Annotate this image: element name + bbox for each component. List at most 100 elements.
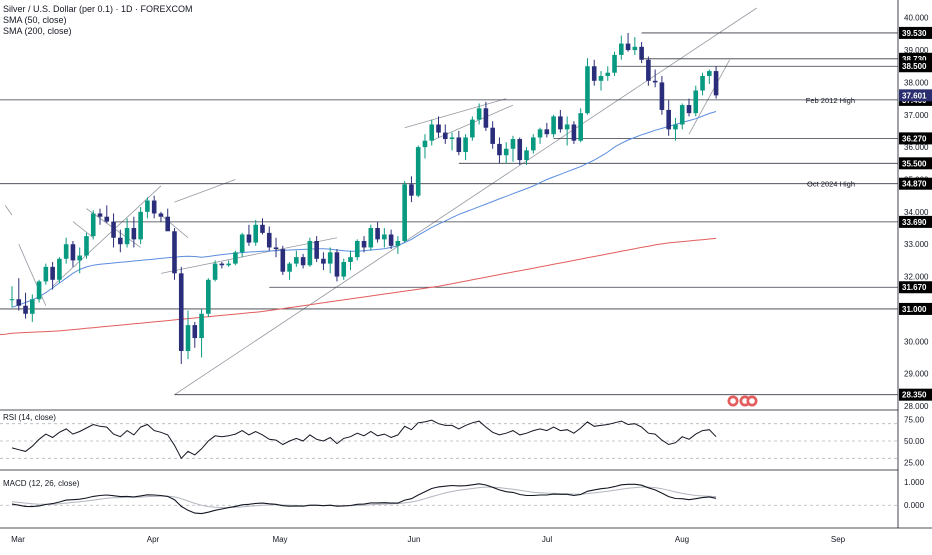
candle-body[interactable] (307, 240, 313, 266)
candle-body[interactable] (442, 132, 448, 140)
candle-body[interactable] (341, 262, 347, 277)
candle-body[interactable] (192, 325, 198, 339)
candle-body[interactable] (90, 213, 96, 237)
candle-body[interactable] (361, 240, 367, 248)
sma200-legend[interactable]: SMA (200, close) (3, 26, 72, 36)
candle-body[interactable] (206, 279, 211, 314)
candle-body[interactable] (578, 113, 583, 141)
candle-body[interactable] (151, 200, 157, 214)
candle-body[interactable] (36, 281, 42, 300)
candle-body[interactable] (551, 116, 556, 135)
candle-body[interactable] (77, 255, 82, 261)
sma50-legend[interactable]: SMA (50, close) (3, 15, 67, 25)
trendline[interactable] (52, 185, 162, 287)
candle-body[interactable] (199, 313, 204, 339)
candle-body[interactable] (30, 299, 35, 314)
candle-body[interactable] (70, 244, 76, 261)
candle-body[interactable] (388, 234, 394, 246)
candle-body[interactable] (619, 43, 624, 55)
candle-body[interactable] (490, 127, 495, 144)
candle-body[interactable] (409, 184, 414, 196)
candle-body[interactable] (118, 237, 123, 245)
candle-body[interactable] (300, 257, 306, 266)
candle-body[interactable] (395, 240, 401, 246)
candle-body[interactable] (23, 305, 28, 314)
candle-body[interactable] (659, 82, 665, 110)
candle-body[interactable] (530, 137, 536, 151)
candle-body[interactable] (382, 234, 387, 240)
candle-body[interactable] (558, 116, 563, 130)
candle-body[interactable] (625, 43, 631, 51)
trendline[interactable] (174, 7, 757, 396)
candle-body[interactable] (564, 124, 570, 130)
candle-body[interactable] (9, 299, 15, 301)
candle-body[interactable] (111, 221, 116, 238)
candle-body[interactable] (571, 124, 577, 141)
candle-body[interactable] (327, 252, 333, 264)
candle-body[interactable] (693, 90, 699, 114)
candle-body[interactable] (436, 124, 441, 133)
trendline[interactable] (4, 205, 13, 216)
candle-body[interactable] (612, 54, 617, 73)
candle-body[interactable] (266, 232, 272, 248)
trendline[interactable] (688, 59, 730, 135)
candle-body[interactable] (524, 150, 529, 161)
candle-body[interactable] (246, 234, 252, 243)
event-icons[interactable] (727, 395, 758, 407)
candle-body[interactable] (666, 109, 671, 130)
candle-body[interactable] (334, 252, 340, 277)
candle-body[interactable] (219, 263, 225, 266)
candle-body[interactable] (63, 244, 69, 259)
candle-body[interactable] (43, 266, 49, 282)
candle-body[interactable] (483, 108, 489, 128)
candle-body[interactable] (646, 59, 651, 81)
candle-body[interactable] (517, 139, 523, 161)
candle-body[interactable] (456, 137, 462, 152)
candle-body[interactable] (429, 124, 435, 141)
candle-body[interactable] (314, 240, 319, 259)
trendline[interactable] (174, 179, 236, 203)
sma-200-line[interactable] (0, 237, 717, 338)
candle-body[interactable] (348, 257, 353, 263)
candle-body[interactable] (280, 249, 286, 272)
candle-body[interactable] (497, 143, 502, 156)
candle-body[interactable] (402, 184, 407, 241)
candle-body[interactable] (253, 224, 259, 243)
candle-body[interactable] (104, 216, 110, 222)
macd-line[interactable] (11, 483, 717, 515)
candle-body[interactable] (598, 75, 604, 81)
candle-body[interactable] (415, 147, 421, 196)
candle-body[interactable] (57, 258, 62, 280)
trendline[interactable] (404, 98, 507, 129)
rsi-line[interactable] (11, 419, 717, 460)
candle-body[interactable] (544, 129, 550, 135)
candle-body[interactable] (503, 148, 509, 156)
candle-body[interactable] (97, 213, 103, 217)
candle-body[interactable] (287, 263, 292, 272)
candle-body[interactable] (449, 137, 455, 140)
candle-body[interactable] (124, 228, 130, 245)
candle-body[interactable] (145, 200, 150, 212)
candle-body[interactable] (686, 105, 692, 114)
candle-body[interactable] (158, 213, 164, 217)
candle-body[interactable] (84, 236, 89, 256)
candle-body[interactable] (707, 71, 712, 76)
candle-body[interactable] (226, 263, 231, 266)
candle-body[interactable] (131, 228, 137, 240)
candle-body[interactable] (212, 263, 218, 280)
candle-body[interactable] (510, 139, 516, 149)
candle-body[interactable] (713, 71, 719, 96)
sma-50-line[interactable] (11, 111, 717, 308)
candle-body[interactable] (585, 66, 590, 114)
candle-body[interactable] (679, 105, 685, 125)
candle-body[interactable] (591, 66, 597, 81)
candle-body[interactable] (233, 252, 238, 264)
candle-body[interactable] (178, 273, 184, 351)
candle-body[interactable] (260, 224, 265, 233)
candle-body[interactable] (368, 228, 374, 248)
candle-body[interactable] (463, 137, 468, 152)
candle-body[interactable] (537, 129, 543, 138)
candle-body[interactable] (16, 299, 22, 306)
candle-body[interactable] (273, 247, 279, 250)
candle-body[interactable] (185, 325, 191, 351)
